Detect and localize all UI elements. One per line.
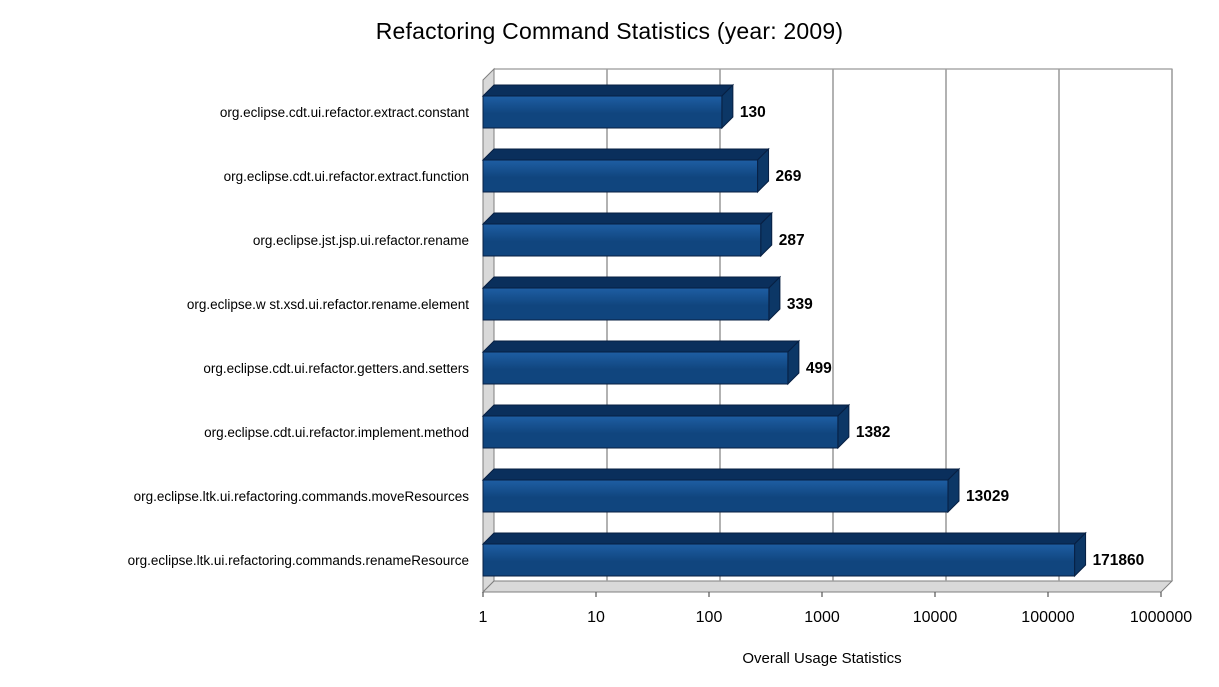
- x-axis-tick-label: 100000: [1021, 609, 1074, 626]
- x-axis-tick-label: 1000: [804, 609, 840, 626]
- category-label: org.eclipse.cdt.ui.refactor.implement.me…: [204, 425, 469, 440]
- value-label: 171860: [1093, 552, 1145, 569]
- bar-top-face: [481, 148, 770, 161]
- bar: [482, 479, 949, 513]
- plot-left-wall: [482, 67, 495, 594]
- bar-top-face: [481, 404, 851, 417]
- x-axis-tick-label: 1000000: [1130, 609, 1192, 626]
- bar-top-face: [481, 276, 782, 289]
- bar-top-face: [481, 212, 773, 225]
- x-axis-tick-label: 100: [696, 609, 723, 626]
- value-label: 1382: [856, 424, 890, 441]
- bar-top-face: [481, 84, 735, 97]
- category-label: org.eclipse.cdt.ui.refactor.extract.cons…: [220, 105, 469, 120]
- category-label: org.eclipse.ltk.ui.refactoring.commands.…: [134, 489, 470, 504]
- value-label: 269: [776, 168, 802, 185]
- category-label: org.eclipse.ltk.ui.refactoring.commands.…: [128, 553, 469, 568]
- x-axis-tick-label: 10: [587, 609, 605, 626]
- value-label: 287: [779, 232, 805, 249]
- chart-title: Refactoring Command Statistics (year: 20…: [375, 18, 844, 44]
- value-label: 339: [787, 296, 813, 313]
- bar: [482, 287, 770, 321]
- category-label: org.eclipse.cdt.ui.refactor.extract.func…: [224, 169, 469, 184]
- plot-floor: [481, 580, 1174, 593]
- bar-top-face: [481, 340, 801, 353]
- bar-top-face: [481, 532, 1087, 545]
- bar: [482, 223, 762, 257]
- category-label: org.eclipse.w st.xsd.ui.refactor.rename.…: [187, 297, 469, 312]
- x-axis-tick-label: 10000: [913, 609, 958, 626]
- bar: [482, 351, 789, 385]
- category-label: org.eclipse.jst.jsp.ui.refactor.rename: [253, 233, 469, 248]
- value-label: 13029: [966, 488, 1009, 505]
- bar-top-face: [481, 468, 961, 481]
- bar: [482, 95, 723, 129]
- category-label: org.eclipse.cdt.ui.refactor.getters.and.…: [203, 361, 469, 376]
- bar: [482, 543, 1076, 577]
- bar: [482, 415, 839, 449]
- x-axis-title: Overall Usage Statistics: [742, 650, 902, 667]
- value-label: 130: [740, 104, 766, 121]
- value-label: 499: [806, 360, 832, 377]
- bar: [482, 159, 759, 193]
- x-axis-tick-label: 1: [479, 609, 488, 626]
